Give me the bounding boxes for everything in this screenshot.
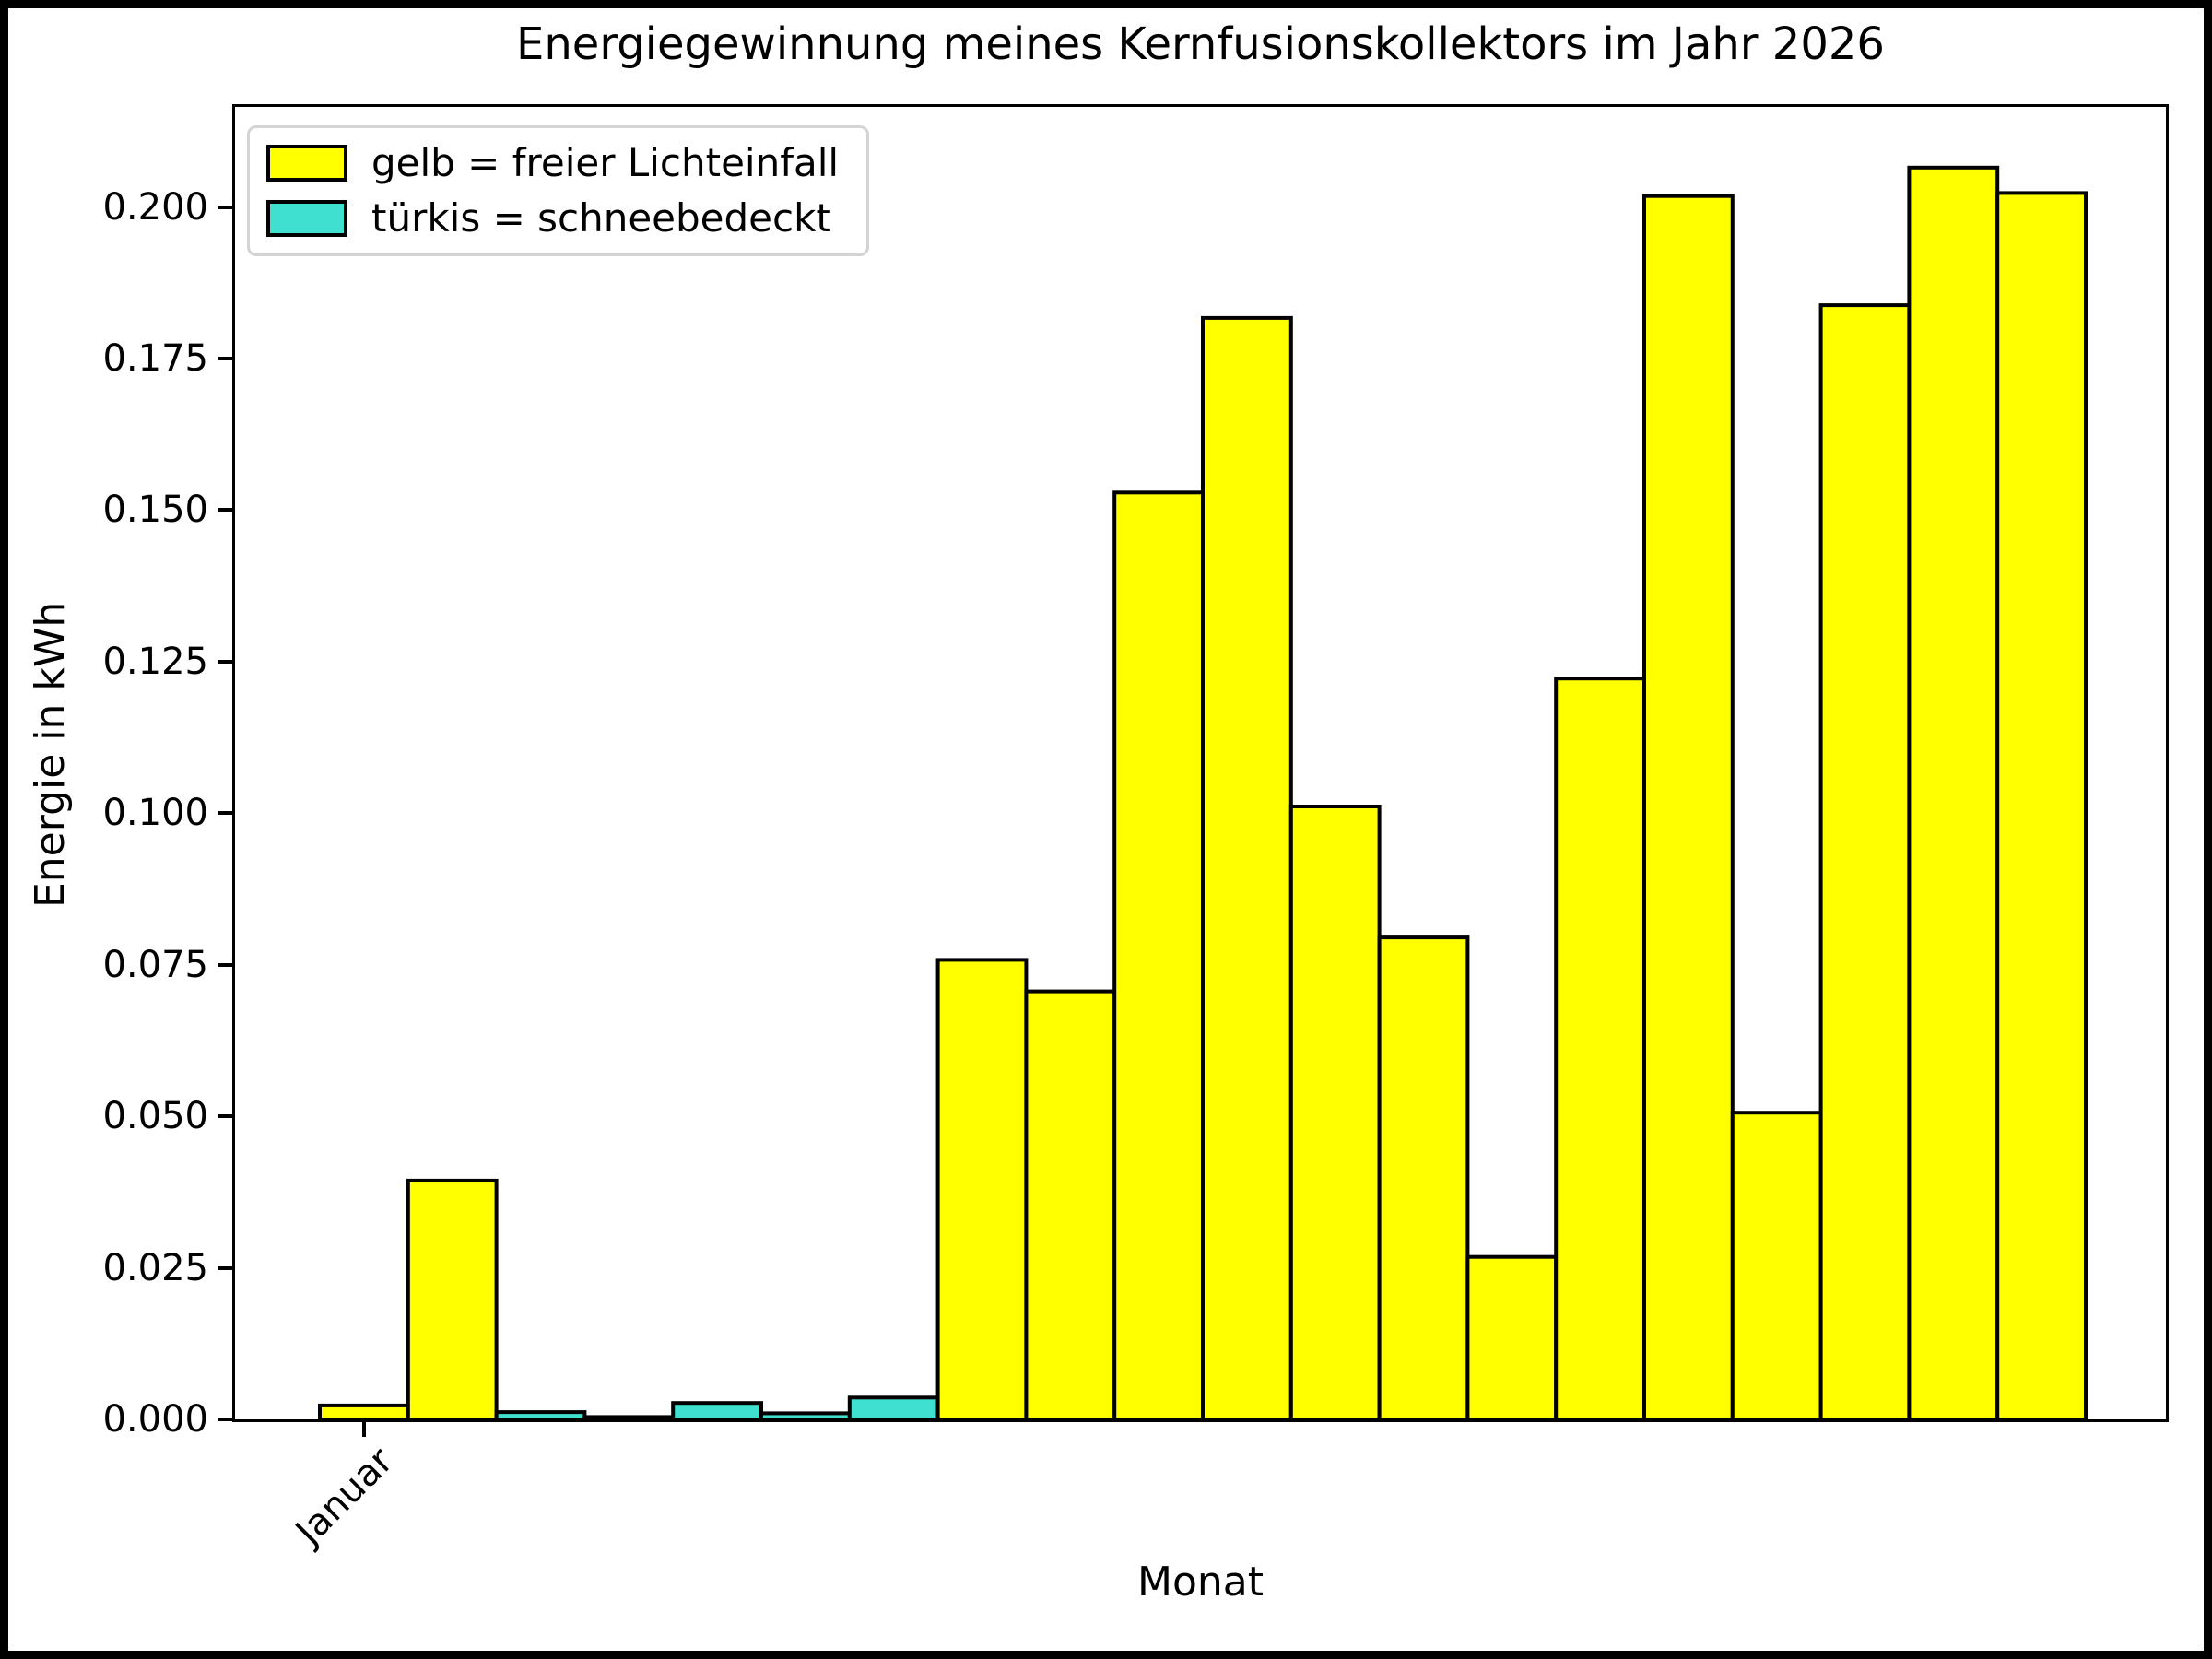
bar-8-frei xyxy=(935,958,1029,1419)
y-tick-mark-0.000 xyxy=(218,1418,232,1421)
y-axis-title: Energie in kWh xyxy=(27,601,74,908)
bar-13-frei xyxy=(1377,935,1470,1419)
y-tick-mark-0.150 xyxy=(218,508,232,512)
y-tick-label-0.200: 0.200 xyxy=(102,185,208,229)
bar-5-schnee xyxy=(671,1401,764,1419)
bar-2-frei xyxy=(406,1178,499,1419)
bars-canvas xyxy=(318,165,2088,1419)
y-tick-label-0.025: 0.025 xyxy=(102,1246,208,1289)
bar-12-frei xyxy=(1288,805,1382,1419)
bar-10-frei xyxy=(1112,490,1206,1419)
bar-20-frei xyxy=(1995,191,2088,1419)
y-tick-label-0.100: 0.100 xyxy=(102,792,208,835)
y-tick-mark-0.125 xyxy=(218,659,232,664)
bar-16-frei xyxy=(1642,194,1735,1419)
y-tick-label-0.075: 0.075 xyxy=(102,943,208,986)
legend-item-schnee: türkis = schneebedeckt xyxy=(266,194,839,242)
bar-7-schnee xyxy=(847,1395,940,1419)
y-tick-mark-0.200 xyxy=(218,205,232,209)
bar-11-frei xyxy=(1201,315,1293,1419)
y-tick-mark-0.175 xyxy=(218,356,232,360)
y-tick-mark-0.025 xyxy=(218,1265,232,1270)
y-tick-mark-0.075 xyxy=(218,962,232,967)
legend-swatch-turquoise xyxy=(266,200,347,237)
bar-19-frei xyxy=(1907,165,2000,1419)
bar-17-frei xyxy=(1730,1111,1823,1419)
y-tick-label-0.125: 0.125 xyxy=(102,640,208,683)
bar-18-frei xyxy=(1818,303,1912,1419)
legend-swatch-yellow xyxy=(266,145,347,182)
bar-1-frei xyxy=(318,1403,410,1419)
y-tick-label-0.150: 0.150 xyxy=(102,488,208,532)
bar-15-frei xyxy=(1554,677,1646,1419)
legend-label-schnee: türkis = schneebedeckt xyxy=(371,195,831,241)
bar-6-schnee xyxy=(759,1411,852,1419)
plot-area xyxy=(232,104,2169,1422)
x-tick-label-januar: Januar xyxy=(288,1440,402,1554)
y-tick-label-0.000: 0.000 xyxy=(102,1398,208,1441)
y-tick-label-0.175: 0.175 xyxy=(102,336,208,380)
y-tick-label-0.050: 0.050 xyxy=(102,1095,208,1138)
chart-title: Energiegewinnung meines Kernfusionskolle… xyxy=(516,18,1885,70)
y-tick-mark-0.050 xyxy=(218,1114,232,1119)
bar-3-schnee xyxy=(494,1410,587,1419)
y-tick-mark-0.100 xyxy=(218,811,232,816)
legend-item-frei: gelb = freier Lichteinfall xyxy=(266,139,839,187)
x-axis-title: Monat xyxy=(1137,1559,1264,1606)
legend: gelb = freier Lichteinfall türkis = schn… xyxy=(247,125,870,256)
bar-9-frei xyxy=(1024,989,1117,1419)
bar-14-frei xyxy=(1465,1254,1559,1419)
legend-label-frei: gelb = freier Lichteinfall xyxy=(371,140,840,185)
bar-4-schnee xyxy=(582,1415,676,1419)
x-tick-mark-januar xyxy=(361,1422,366,1437)
